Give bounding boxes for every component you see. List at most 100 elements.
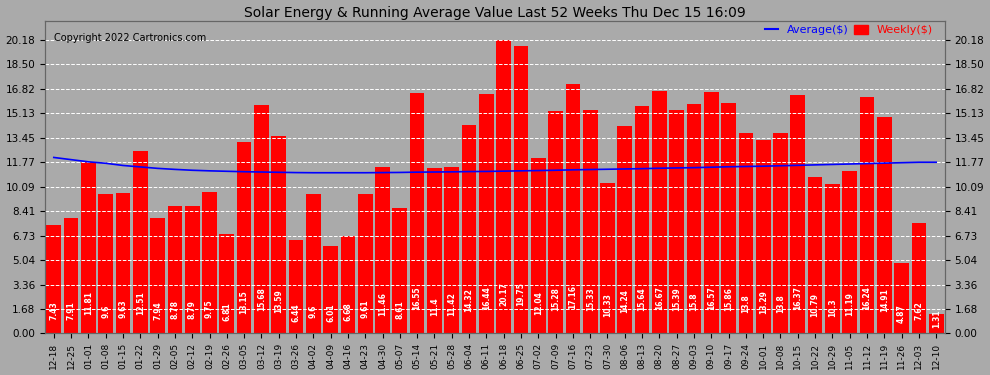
Bar bbox=[392, 208, 407, 333]
Bar bbox=[81, 162, 96, 333]
Title: Solar Energy & Running Average Value Last 52 Weeks Thu Dec 15 16:09: Solar Energy & Running Average Value Las… bbox=[245, 6, 745, 20]
Text: 9.63: 9.63 bbox=[119, 299, 128, 318]
Text: 6.81: 6.81 bbox=[223, 302, 232, 321]
Text: 11.46: 11.46 bbox=[378, 292, 387, 316]
Text: 10.3: 10.3 bbox=[828, 298, 837, 317]
Text: 9.6: 9.6 bbox=[101, 304, 110, 318]
Text: 12.51: 12.51 bbox=[136, 291, 145, 315]
Bar bbox=[220, 234, 235, 333]
Bar bbox=[929, 314, 943, 333]
Text: 8.61: 8.61 bbox=[395, 300, 404, 319]
Text: 16.55: 16.55 bbox=[413, 286, 422, 310]
Bar bbox=[894, 262, 909, 333]
Text: 16.24: 16.24 bbox=[862, 286, 871, 310]
Text: 9.61: 9.61 bbox=[360, 299, 369, 318]
Legend: Average($), Weekly($): Average($), Weekly($) bbox=[762, 23, 935, 38]
Bar bbox=[202, 192, 217, 333]
Bar bbox=[254, 105, 268, 333]
Text: 11.42: 11.42 bbox=[447, 292, 456, 316]
Bar bbox=[116, 194, 131, 333]
Bar bbox=[410, 93, 425, 333]
Text: 1.31: 1.31 bbox=[932, 309, 940, 328]
Text: 7.62: 7.62 bbox=[915, 302, 924, 320]
Bar bbox=[496, 40, 511, 333]
Text: 8.78: 8.78 bbox=[170, 300, 179, 319]
Bar bbox=[98, 194, 113, 333]
Bar bbox=[167, 206, 182, 333]
Bar bbox=[237, 142, 251, 333]
Bar bbox=[877, 117, 892, 333]
Text: 13.29: 13.29 bbox=[758, 290, 767, 314]
Text: 15.39: 15.39 bbox=[672, 288, 681, 311]
Text: 15.33: 15.33 bbox=[586, 288, 595, 311]
Bar bbox=[669, 110, 684, 333]
Text: 15.68: 15.68 bbox=[257, 287, 266, 311]
Bar bbox=[859, 97, 874, 333]
Bar bbox=[445, 167, 459, 333]
Text: 11.81: 11.81 bbox=[84, 291, 93, 315]
Bar bbox=[652, 91, 666, 333]
Text: 14.91: 14.91 bbox=[880, 288, 889, 312]
Bar bbox=[357, 194, 372, 333]
Bar bbox=[531, 158, 545, 333]
Text: 7.91: 7.91 bbox=[66, 301, 75, 320]
Text: 20.17: 20.17 bbox=[499, 282, 508, 306]
Text: 4.87: 4.87 bbox=[897, 304, 906, 324]
Bar bbox=[583, 111, 598, 333]
Text: 7.43: 7.43 bbox=[50, 302, 58, 321]
Text: 11.19: 11.19 bbox=[845, 292, 854, 316]
Text: 15.86: 15.86 bbox=[724, 287, 733, 310]
Text: 10.33: 10.33 bbox=[603, 293, 612, 317]
Bar bbox=[479, 94, 494, 333]
Text: 14.24: 14.24 bbox=[621, 289, 630, 312]
Text: 16.57: 16.57 bbox=[707, 286, 716, 310]
Bar bbox=[306, 194, 321, 333]
Text: 9.75: 9.75 bbox=[205, 299, 214, 318]
Bar bbox=[600, 183, 615, 333]
Text: 9.6: 9.6 bbox=[309, 304, 318, 318]
Bar bbox=[912, 223, 927, 333]
Bar bbox=[150, 218, 165, 333]
Bar bbox=[341, 236, 355, 333]
Bar bbox=[773, 133, 788, 333]
Bar bbox=[375, 167, 390, 333]
Bar bbox=[461, 125, 476, 333]
Text: 15.8: 15.8 bbox=[689, 292, 699, 311]
Bar bbox=[687, 104, 701, 333]
Bar bbox=[289, 240, 303, 333]
Bar bbox=[548, 111, 563, 333]
Text: 15.64: 15.64 bbox=[638, 287, 646, 311]
Bar bbox=[185, 206, 200, 333]
Bar bbox=[755, 140, 770, 333]
Text: 7.94: 7.94 bbox=[153, 301, 162, 320]
Bar bbox=[842, 171, 857, 333]
Bar bbox=[618, 126, 633, 333]
Bar bbox=[427, 168, 442, 333]
Text: 12.04: 12.04 bbox=[534, 291, 543, 315]
Bar bbox=[635, 106, 649, 333]
Text: 16.37: 16.37 bbox=[793, 286, 802, 310]
Bar bbox=[271, 136, 286, 333]
Text: 13.8: 13.8 bbox=[742, 294, 750, 313]
Bar bbox=[47, 225, 61, 333]
Bar bbox=[704, 92, 719, 333]
Text: 10.79: 10.79 bbox=[811, 292, 820, 316]
Bar bbox=[739, 133, 753, 333]
Text: 8.79: 8.79 bbox=[188, 300, 197, 319]
Bar bbox=[63, 218, 78, 333]
Bar bbox=[133, 152, 148, 333]
Text: 6.68: 6.68 bbox=[344, 303, 352, 321]
Text: 6.01: 6.01 bbox=[326, 303, 336, 322]
Text: 17.16: 17.16 bbox=[568, 285, 577, 309]
Text: 16.67: 16.67 bbox=[654, 286, 664, 310]
Bar bbox=[808, 177, 823, 333]
Text: 11.4: 11.4 bbox=[430, 297, 439, 316]
Text: 19.75: 19.75 bbox=[517, 282, 526, 306]
Bar bbox=[565, 84, 580, 333]
Bar bbox=[825, 184, 840, 333]
Bar bbox=[790, 95, 805, 333]
Text: 15.28: 15.28 bbox=[551, 288, 560, 311]
Text: 14.32: 14.32 bbox=[464, 289, 473, 312]
Bar bbox=[722, 103, 736, 333]
Text: Copyright 2022 Cartronics.com: Copyright 2022 Cartronics.com bbox=[54, 33, 206, 43]
